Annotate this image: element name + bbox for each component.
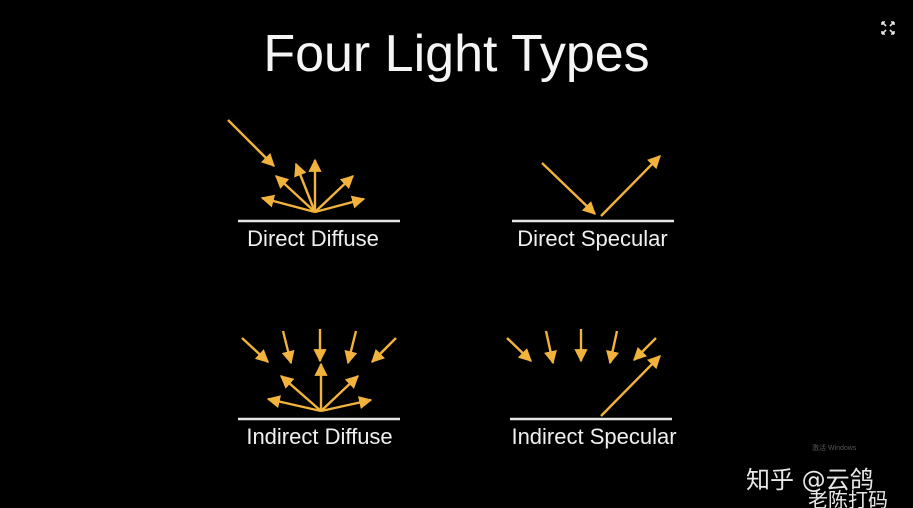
- incident-light-arrow: [227, 119, 275, 167]
- watermark-brand: 知乎 @云鸽: [746, 466, 874, 494]
- indirect-specular-diagram: [506, 329, 672, 421]
- diffuse-reflection-arrow: [314, 195, 366, 214]
- specular-reflection-arrow: [600, 355, 661, 417]
- activate-windows-note: 激活 Windows: [812, 445, 857, 452]
- diffuse-reflection-arrow: [320, 375, 359, 412]
- diffuse-reflection-arrow: [266, 395, 322, 413]
- diffuse-reflection-arrow: [260, 194, 316, 214]
- indirect-diffuse-diagram: [238, 329, 400, 421]
- expand-arrows-icon[interactable]: [878, 18, 898, 38]
- indirect-diffuse-label: Indirect Diffuse: [246, 424, 393, 449]
- incoming-light-arrow: [506, 337, 532, 362]
- watermark-subtitle: 老陈打码: [808, 488, 888, 508]
- diffuse-reflection-arrow: [314, 175, 354, 213]
- direct-diffuse-diagram: [227, 119, 400, 223]
- specular-reflection-arrow: [600, 155, 661, 217]
- incoming-light-arrow: [281, 330, 295, 365]
- direct-diffuse-label: Direct Diffuse: [247, 226, 379, 251]
- diffuse-reflection-arrow: [294, 162, 317, 213]
- diffuse-reflection-arrow: [280, 375, 322, 412]
- incoming-light-arrow: [606, 330, 619, 365]
- incoming-light-arrow: [241, 337, 269, 363]
- diffuse-reflection-arrow: [275, 175, 316, 213]
- incoming-light-arrow: [544, 330, 557, 365]
- incoming-light-arrow: [633, 337, 657, 361]
- direct-specular-label: Direct Specular: [517, 226, 668, 251]
- incoming-light-arrow: [371, 337, 397, 363]
- incident-light-arrow: [541, 162, 596, 215]
- diffuse-reflection-arrow: [320, 396, 373, 413]
- slide-title: Four Light Types: [263, 25, 650, 83]
- indirect-specular-label: Indirect Specular: [511, 424, 677, 449]
- direct-specular-diagram: [512, 155, 674, 223]
- incoming-light-arrow: [344, 330, 358, 365]
